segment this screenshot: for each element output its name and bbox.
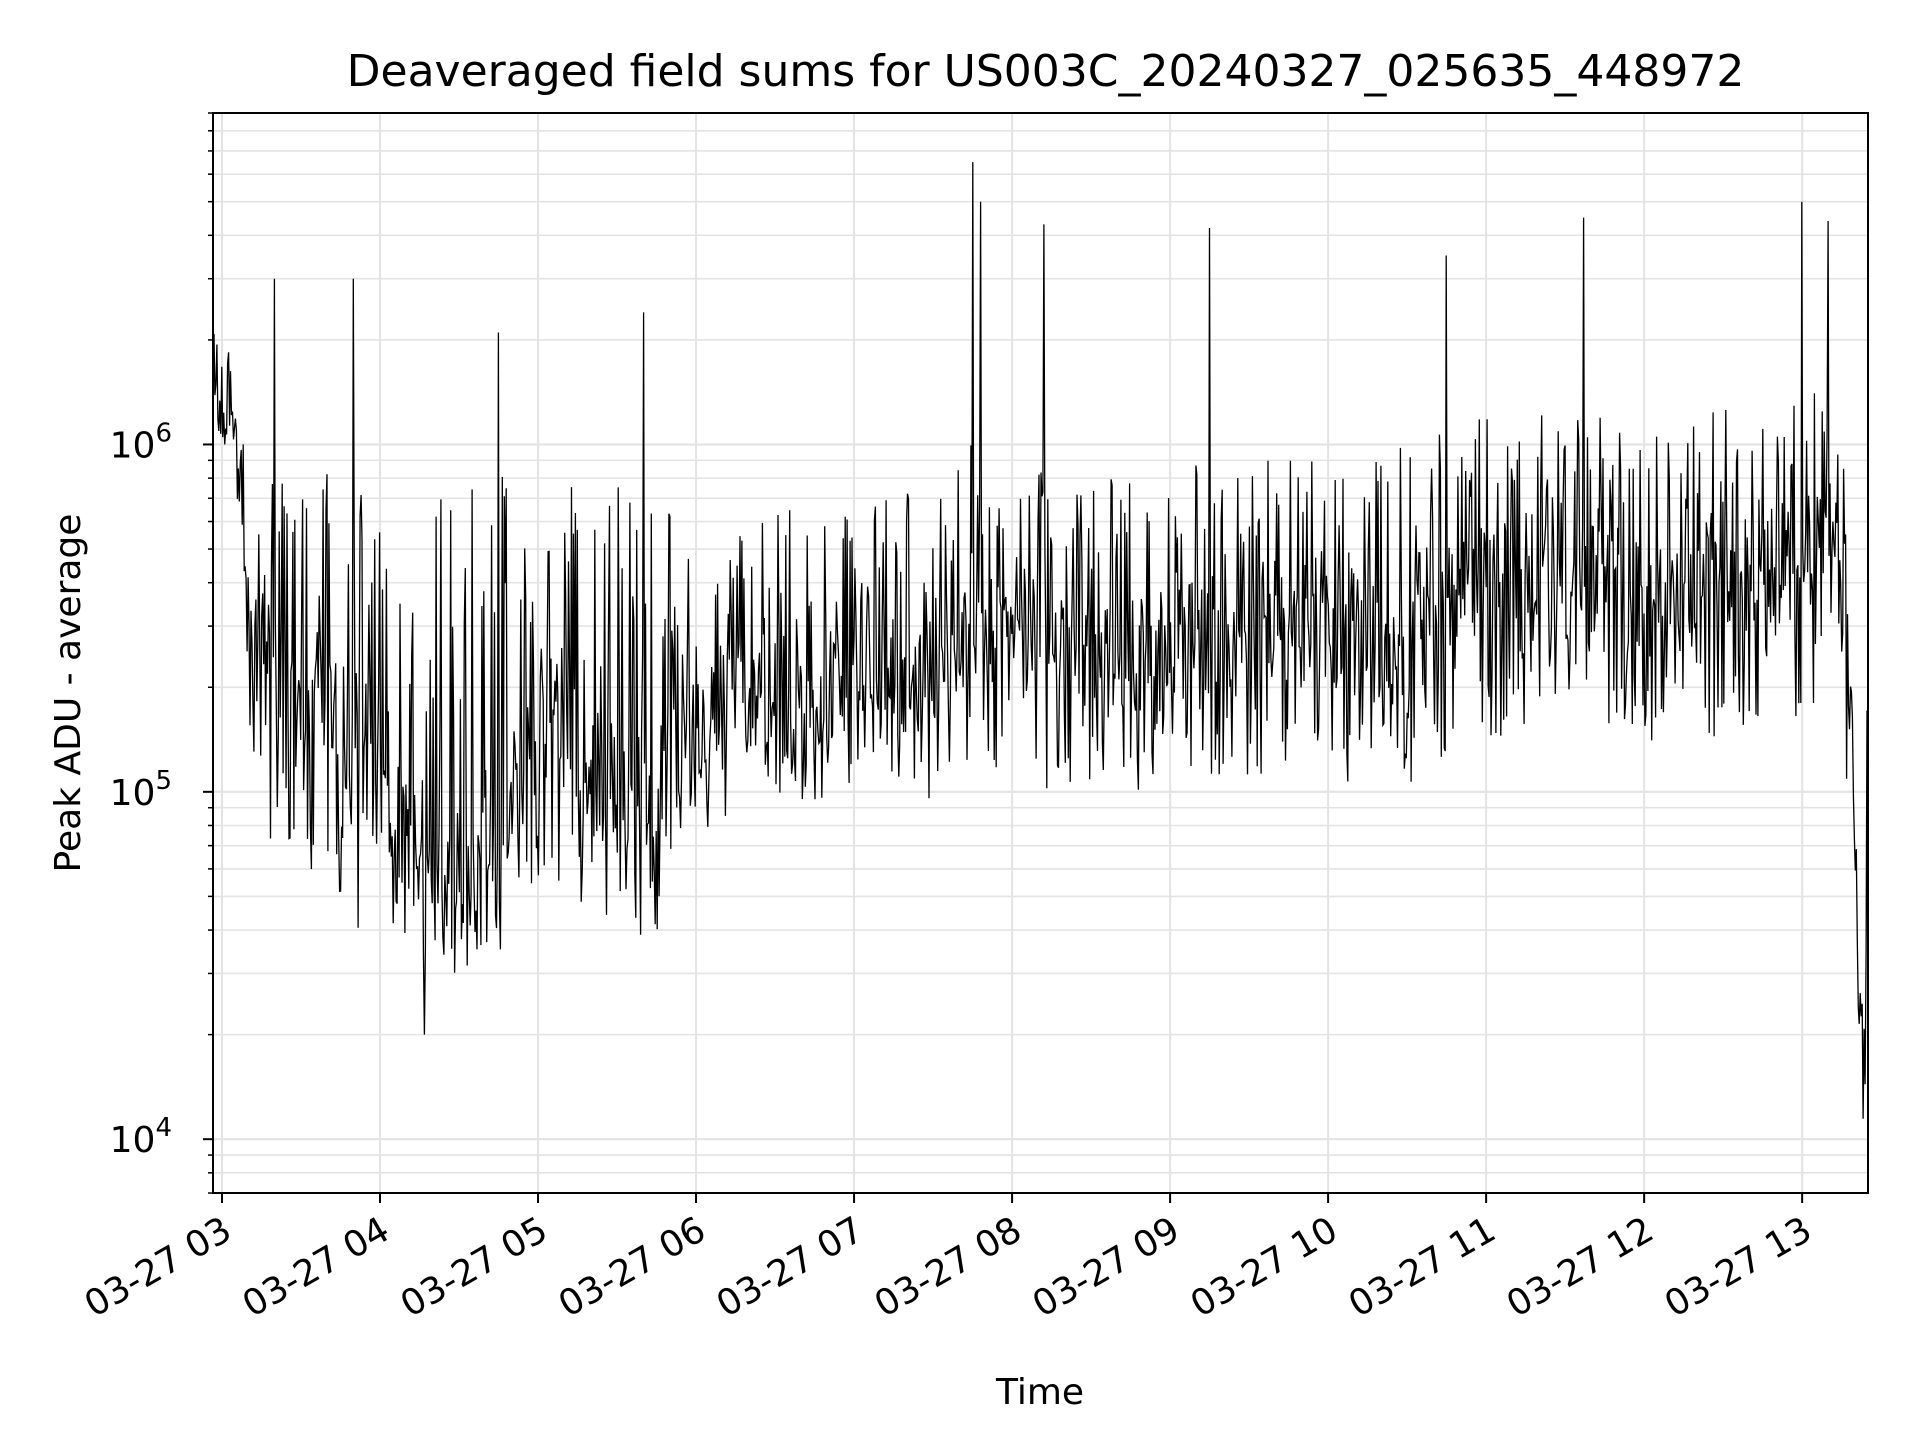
y-axis: 104 105 106 bbox=[110, 112, 213, 1194]
x-tick-label: 03-27 11 bbox=[1342, 1209, 1503, 1325]
grid bbox=[213, 112, 1868, 1194]
x-tick-label: 03-27 08 bbox=[868, 1209, 1029, 1325]
x-tick-label: 03-27 04 bbox=[236, 1209, 397, 1325]
x-tick-label: 03-27 06 bbox=[552, 1209, 713, 1325]
series-line bbox=[212, 162, 1869, 1119]
chart-title: Deaveraged field sums for US003C_2024032… bbox=[347, 46, 1745, 97]
x-tick-label: 03-27 03 bbox=[78, 1209, 239, 1325]
plot-area bbox=[212, 161, 1869, 1119]
y-tick-label: 104 bbox=[110, 1113, 172, 1161]
x-tick-label: 03-27 09 bbox=[1026, 1209, 1187, 1325]
x-tick-label: 03-27 07 bbox=[710, 1209, 871, 1325]
y-axis-label: Peak ADU - average bbox=[48, 514, 89, 873]
x-axis-label: Time bbox=[995, 1372, 1084, 1413]
x-tick-label: 03-27 12 bbox=[1500, 1209, 1661, 1325]
axes-frame bbox=[212, 112, 1869, 1194]
x-tick-label: 03-27 10 bbox=[1184, 1209, 1345, 1325]
x-tick-label: 03-27 13 bbox=[1658, 1209, 1819, 1325]
y-tick-label: 106 bbox=[110, 418, 172, 466]
y-tick-label: 105 bbox=[110, 766, 172, 814]
x-tick-label: 03-27 05 bbox=[394, 1209, 555, 1325]
